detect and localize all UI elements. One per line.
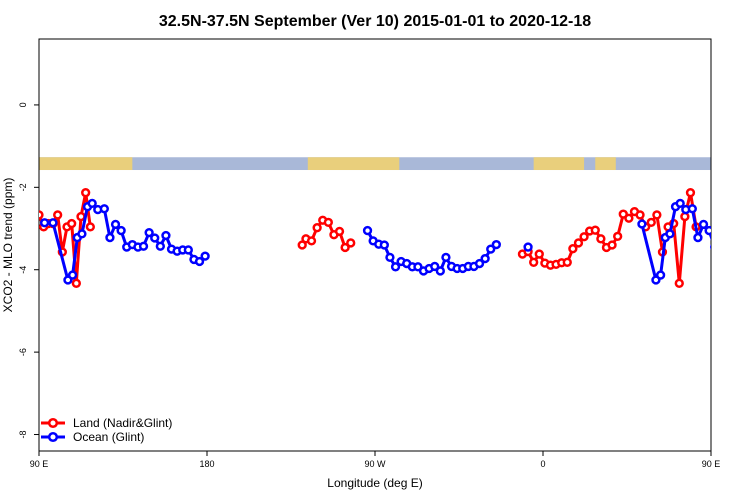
land-nadir-glint-point xyxy=(613,231,623,241)
ocean-glint-point xyxy=(150,233,160,243)
land-ocean-strip xyxy=(39,157,711,171)
land-nadir-glint-point xyxy=(635,210,645,220)
land-nadir-glint-point xyxy=(596,234,606,244)
land-nadir-glint-point xyxy=(76,211,86,222)
ocean-glint-point xyxy=(362,225,373,236)
land-nadir-glint-point xyxy=(652,210,662,220)
land-nadir-glint-point xyxy=(573,238,584,248)
ocean-glint-point xyxy=(385,252,395,263)
ocean-glint-point xyxy=(655,270,666,280)
land-nadir-glint-point xyxy=(579,232,589,242)
ocean-glint-point xyxy=(379,240,389,250)
ocean-glint-point xyxy=(717,241,724,248)
land-nadir-glint-point xyxy=(306,236,317,246)
land-nadir-glint-point xyxy=(646,217,656,227)
ocean-glint-line xyxy=(44,201,207,282)
x-tick-label: 90 E xyxy=(30,459,49,469)
land-nadir-glint-point xyxy=(334,226,345,237)
land-nadir-glint-point xyxy=(85,222,95,232)
ocean-glint-point xyxy=(110,219,121,230)
y-tick-label: -8 xyxy=(18,431,28,439)
land-nadir-glint-point xyxy=(346,238,356,248)
land-nadir-glint-point xyxy=(529,257,539,267)
ocean-glint-point xyxy=(161,230,171,241)
ocean-glint-point xyxy=(87,198,97,209)
ocean-glint-point xyxy=(480,253,490,264)
ocean-glint-point xyxy=(99,204,109,214)
y-tick-label: -6 xyxy=(18,348,28,356)
land-band xyxy=(595,157,616,171)
land-nadir-glint-legend-label: Land (Nadir&Glint) xyxy=(73,416,172,430)
land-nadir-glint-point xyxy=(67,218,77,229)
y-axis: 0 -2 -4 -6 -8 xyxy=(18,102,39,439)
land-nadir-glint-point xyxy=(607,240,617,250)
land-nadir-glint-point xyxy=(590,225,600,235)
ocean-glint-point xyxy=(39,218,50,228)
ocean-glint-point xyxy=(486,244,496,254)
land-nadir-glint-point xyxy=(53,210,63,220)
land-band xyxy=(307,157,400,171)
land-nadir-glint-point xyxy=(323,217,333,227)
ocean-glint-point xyxy=(77,229,87,239)
ocean-glint-point xyxy=(200,251,210,261)
ocean-glint-point xyxy=(183,245,193,255)
land-nadir-glint-point xyxy=(340,242,350,253)
ocean-glint-legend-marker xyxy=(47,431,59,443)
ocean-glint-point xyxy=(637,219,647,229)
land-nadir-glint-legend-marker xyxy=(47,417,59,429)
ocean-glint-point xyxy=(155,241,165,251)
y-axis-label: XCO2 - MLO trend (ppm) xyxy=(1,178,15,313)
ocean-glint-point xyxy=(474,258,485,269)
land-nadir-glint-point xyxy=(680,211,690,222)
land-nadir-glint-point xyxy=(312,223,322,233)
x-axis-label: Longitude (deg E) xyxy=(327,476,422,490)
chart-title: 32.5N-37.5N September (Ver 10) 2015-01-0… xyxy=(159,13,591,30)
ocean-glint-point xyxy=(144,227,154,238)
x-tick-label: 180 xyxy=(199,459,214,469)
land-nadir-glint-point xyxy=(81,188,91,198)
y-tick-label: -2 xyxy=(18,183,28,191)
ocean-glint-point xyxy=(723,244,730,251)
x-tick-label: 0 xyxy=(540,459,545,469)
ocean-glint-legend-label: Ocean (Glint) xyxy=(73,430,144,444)
land-nadir-glint-point xyxy=(562,257,572,267)
x-axis: 90 E 180 90 W 0 90 E xyxy=(30,451,721,469)
land-nadir-glint-point xyxy=(39,210,44,220)
land-band xyxy=(39,157,133,171)
land-nadir-glint-point xyxy=(624,213,634,223)
ocean-glint-point xyxy=(693,232,703,243)
land-band xyxy=(533,157,585,171)
ocean-glint-point xyxy=(710,244,711,250)
x-tick-label: 90 E xyxy=(702,459,721,469)
ocean-glint-point xyxy=(430,261,440,272)
ocean-glint-point xyxy=(67,270,78,280)
ocean-glint-point xyxy=(523,242,533,252)
land-nadir-glint-point xyxy=(674,278,684,288)
land-nadir-glint-point xyxy=(71,278,81,288)
ocean-glint-point xyxy=(675,198,685,209)
ocean-glint-point xyxy=(491,239,501,250)
ocean-glint-point xyxy=(665,229,675,239)
ocean-glint-point xyxy=(390,262,401,272)
ocean-glint-point xyxy=(194,256,205,267)
ocean-glint-point xyxy=(48,218,58,228)
ocean-glint-point xyxy=(435,266,445,276)
land-nadir-glint-point xyxy=(534,249,544,259)
y-tick-label: -4 xyxy=(18,266,28,274)
ocean-glint-point xyxy=(704,225,711,236)
ocean-glint-point xyxy=(698,219,709,230)
legend: Land (Nadir&Glint)Ocean (Glint) xyxy=(41,416,172,444)
x-tick-label: 90 W xyxy=(364,459,386,469)
land-nadir-glint-point xyxy=(568,244,578,254)
ocean-glint-point xyxy=(116,225,126,236)
y-tick-label: 0 xyxy=(18,102,28,107)
land-nadir-glint-point xyxy=(685,188,696,198)
series-layer xyxy=(39,188,730,288)
ocean-glint-point xyxy=(138,241,149,251)
ocean-glint-point xyxy=(687,204,697,214)
ocean-glint-point xyxy=(441,252,451,263)
land-nadir-glint-point xyxy=(297,240,307,250)
ocean-glint-point xyxy=(105,232,115,243)
